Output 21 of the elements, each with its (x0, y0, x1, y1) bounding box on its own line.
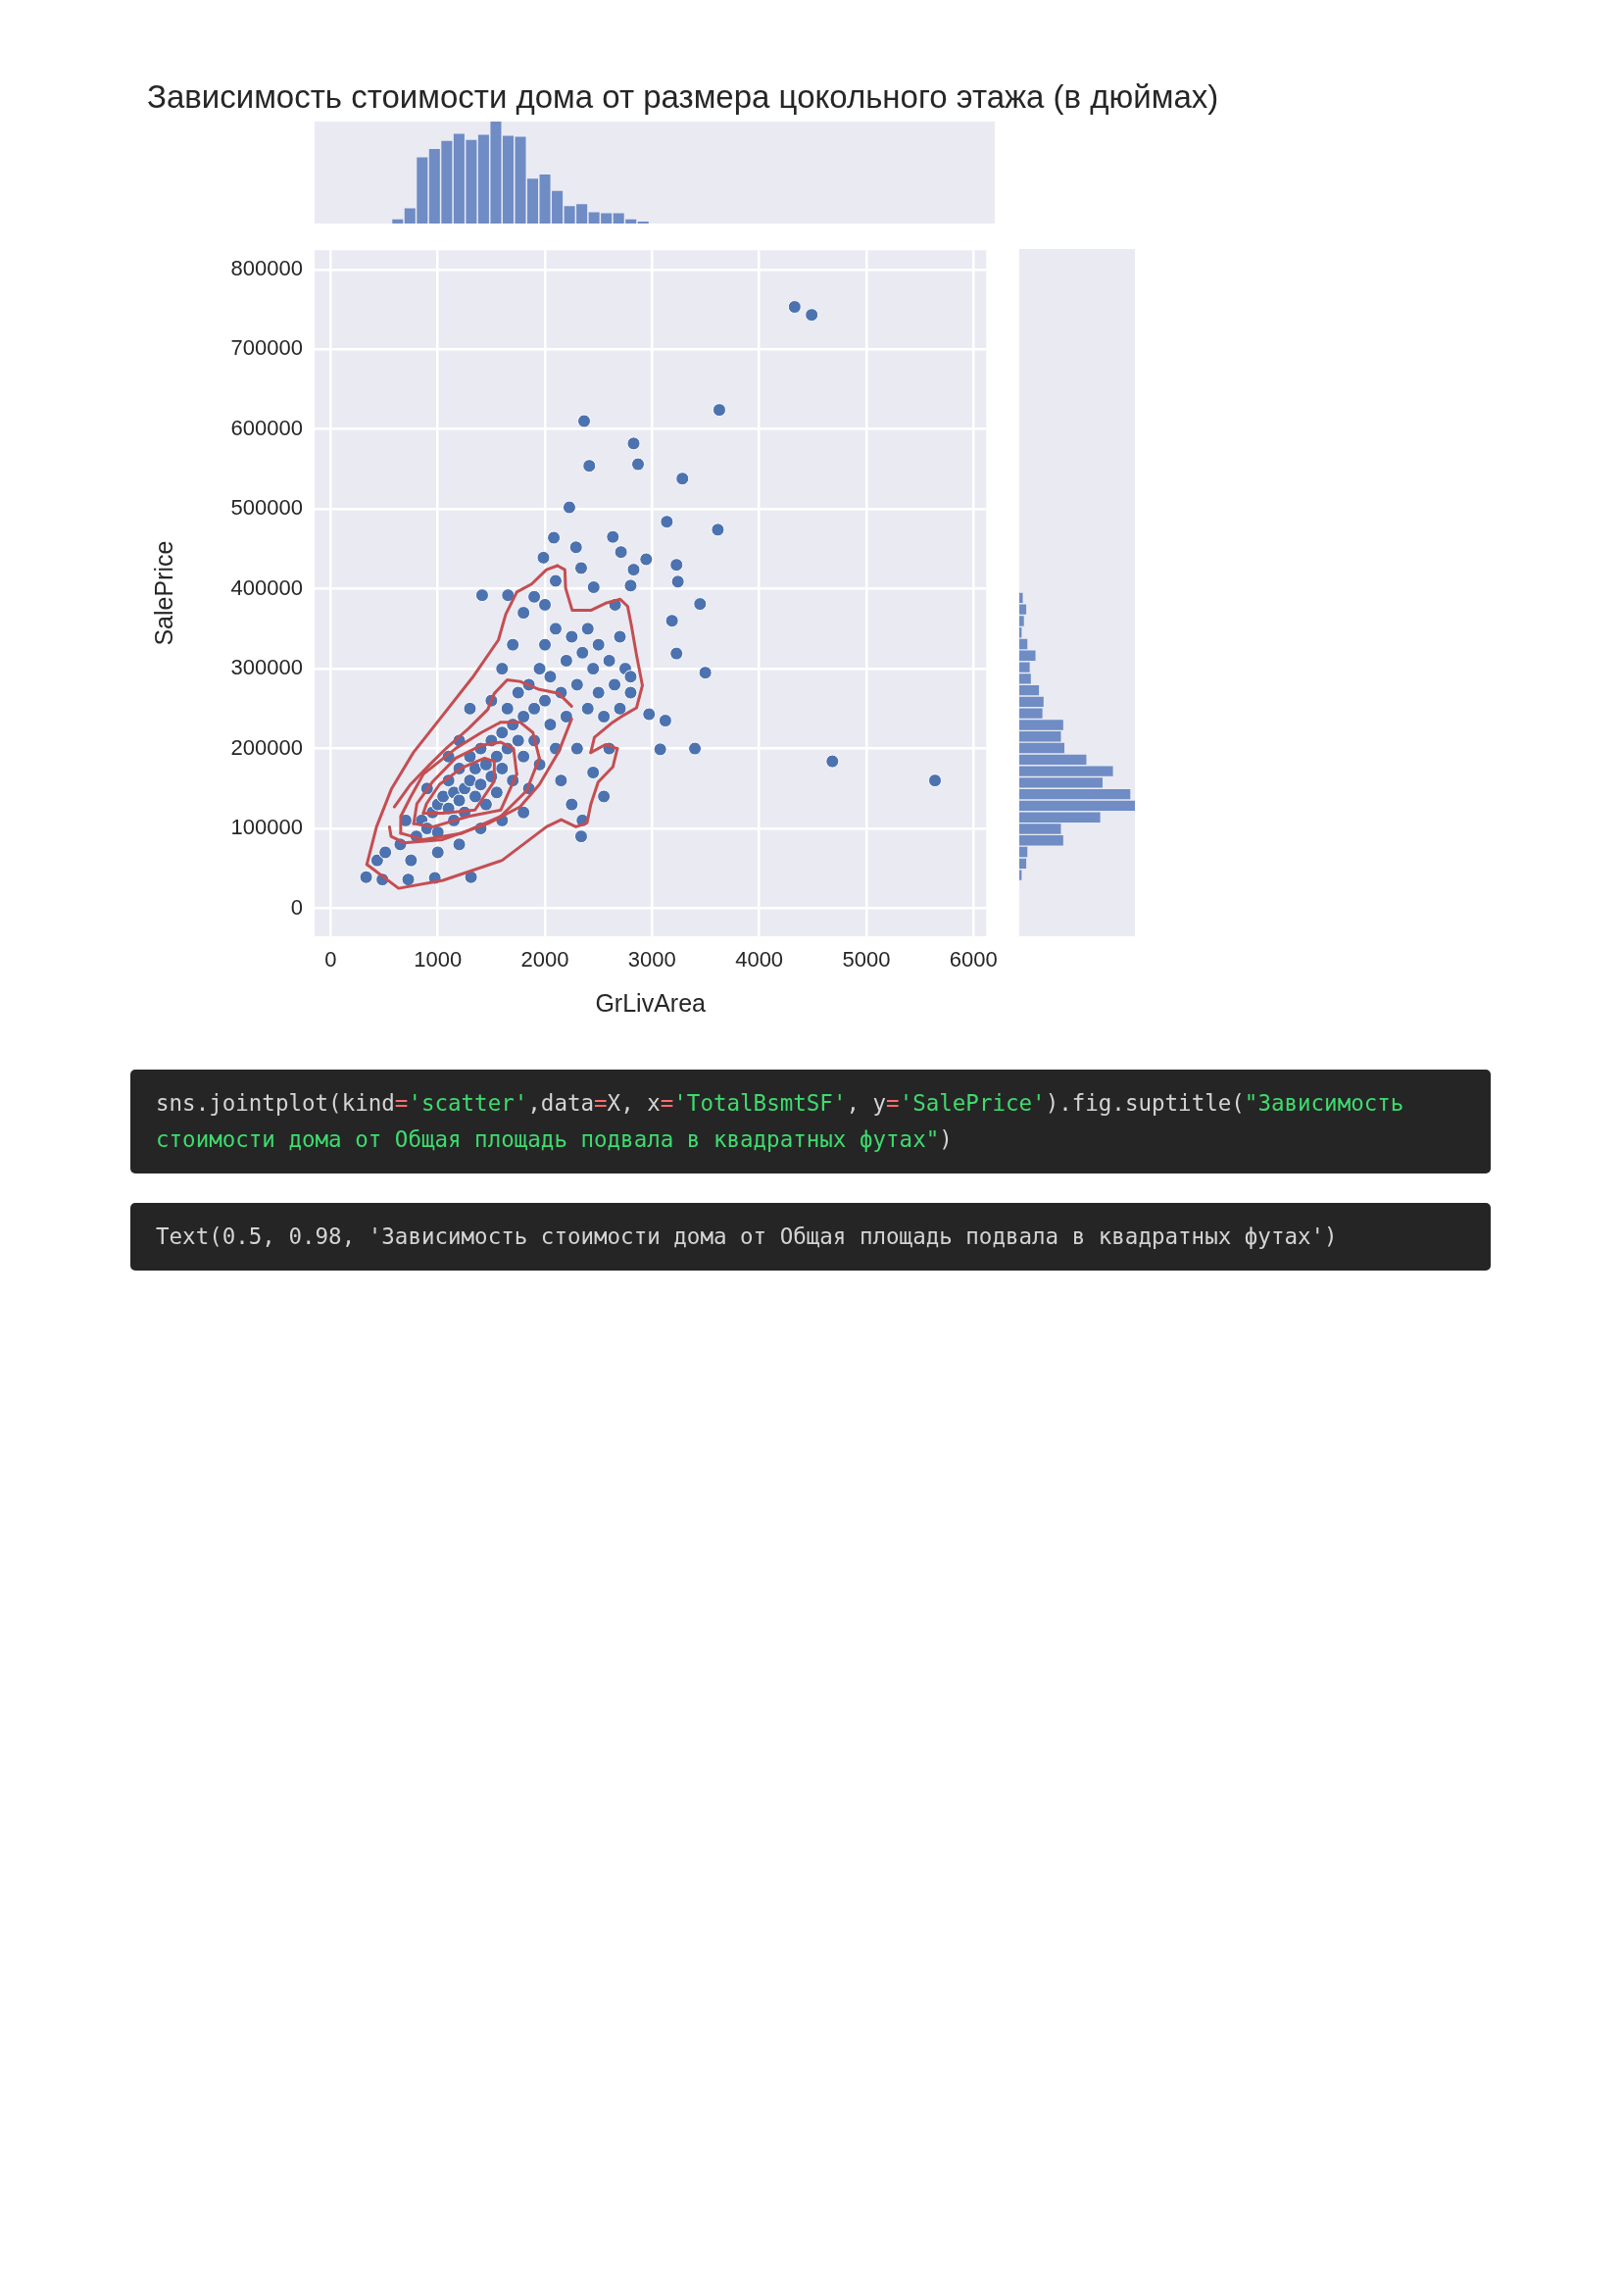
x-tick-label: 3000 (627, 947, 676, 973)
y-tick-label: 100000 (230, 815, 303, 840)
chart-title: Зависимость стоимости дома от размера цокольного этажа (в дюймах) (147, 78, 1219, 116)
y-axis-title: SalePrice (149, 540, 177, 646)
x-tick-label: 0 (324, 947, 337, 973)
x-tick-label: 5000 (842, 947, 891, 973)
x-tick-label: 6000 (949, 947, 998, 973)
y-tick-label: 500000 (230, 495, 303, 521)
x-axis-title: GrLivArea (595, 988, 707, 1017)
x-tick-label: 4000 (735, 947, 784, 973)
text: sns.jointplot(kind='scatter',data=X, x='TotalBsmtSF', y='SalePrice').fig.suptitle("Зависимость стоимости дома от Общая площадь подвала в квадратных футах") (156, 1090, 1404, 1152)
y-tick-label: 800000 (230, 255, 303, 280)
x-tick-label: 2000 (520, 947, 569, 973)
y-tick-label: 600000 (230, 415, 303, 440)
y-tick-label: 300000 (230, 655, 303, 680)
y-tick-label: 700000 (230, 335, 303, 361)
text: Text(0.5, 0.98, 'Зависимость стоимости дома от Общая площадь подвала в квадратных футах') (130, 1203, 1491, 1271)
y-tick-label: 0 (290, 894, 303, 920)
y-tick-label: 400000 (230, 574, 303, 600)
x-tick-label: 1000 (414, 947, 463, 973)
y-tick-label: 200000 (230, 734, 303, 760)
